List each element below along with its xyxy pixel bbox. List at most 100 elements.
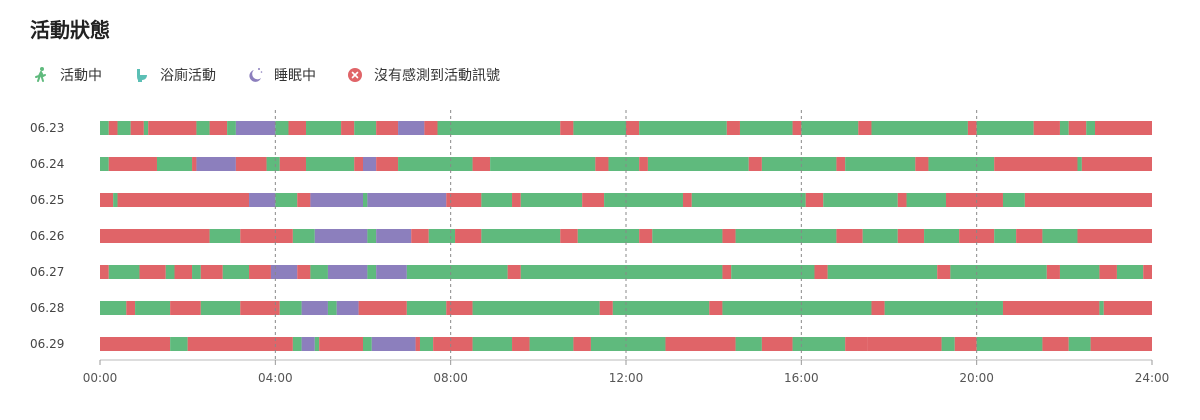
segment-sleep [367, 193, 447, 207]
segment-none [639, 157, 648, 171]
segment-none [249, 265, 271, 279]
segment-none [595, 157, 609, 171]
segment-none [341, 121, 355, 135]
legend-item-active[interactable]: 活動中 [30, 64, 102, 86]
segment-active [113, 193, 118, 207]
segment-active [143, 121, 149, 135]
segment-none [867, 337, 942, 351]
segment-none [1068, 121, 1087, 135]
segment-active [327, 301, 337, 315]
segment-none [507, 265, 521, 279]
segment-active [941, 337, 955, 351]
legend-item-sleep[interactable]: 睡眠中 [244, 64, 316, 86]
segment-active [994, 229, 1017, 243]
segment-active [275, 121, 289, 135]
segment-none [174, 265, 193, 279]
segment-none [354, 157, 363, 171]
segment-active [924, 229, 960, 243]
segment-none [722, 229, 736, 243]
segment-sleep [196, 157, 236, 171]
segment-active [1068, 337, 1091, 351]
segment-active [590, 337, 666, 351]
row-label: 06.29 [30, 337, 64, 351]
timeline-row [100, 121, 1152, 135]
segment-active [722, 301, 872, 315]
segment-active [117, 121, 131, 135]
segment-active [279, 301, 302, 315]
segment-active [481, 193, 513, 207]
segment-sleep [310, 193, 363, 207]
segment-none [240, 301, 280, 315]
segment-active [292, 229, 315, 243]
segment-none [945, 193, 1003, 207]
row-label: 06.24 [30, 157, 64, 171]
segment-none [1081, 157, 1152, 171]
segment-active [314, 337, 320, 351]
segment-none [512, 193, 521, 207]
segment-active [577, 229, 640, 243]
segment-active [406, 265, 508, 279]
segment-none [805, 193, 824, 207]
segment-active [156, 157, 193, 171]
segment-none [108, 157, 157, 171]
segment-none [1042, 337, 1069, 351]
row-label: 06.28 [30, 301, 64, 315]
segment-none [130, 121, 144, 135]
segment-active [419, 337, 434, 351]
segment-none [288, 121, 307, 135]
segment-active [192, 265, 201, 279]
segment-none [1103, 301, 1152, 315]
segment-active [100, 157, 109, 171]
segment-active [490, 157, 596, 171]
segment-none [424, 121, 438, 135]
segment-active [608, 157, 640, 171]
x-tick-label: 24:00 [1135, 371, 1170, 385]
segment-active [108, 265, 140, 279]
segment-none [682, 193, 692, 207]
segment-active [472, 337, 513, 351]
segment-active [275, 193, 298, 207]
timeline-row [100, 229, 1152, 243]
segment-active [639, 121, 727, 135]
segment-sleep [336, 301, 359, 315]
segment-none [240, 229, 293, 243]
segment-active [398, 157, 473, 171]
x-tick-label: 12:00 [609, 371, 644, 385]
x-tick-label: 08:00 [433, 371, 468, 385]
segment-none [709, 301, 723, 315]
segment-active [845, 157, 916, 171]
segment-none [126, 301, 136, 315]
segment-active [792, 337, 846, 351]
legend-item-none[interactable]: 沒有感測到活動訊號 [344, 64, 500, 86]
segment-active [884, 301, 1003, 315]
segment-active [862, 229, 898, 243]
segment-none [915, 157, 929, 171]
segment-none [1143, 265, 1152, 279]
segment-none [761, 337, 793, 351]
segment-none [722, 265, 732, 279]
segment-active [222, 265, 250, 279]
segment-none [726, 121, 740, 135]
segment-none [937, 265, 951, 279]
segment-active [761, 157, 837, 171]
segment-active [1086, 121, 1096, 135]
segment-active [823, 193, 898, 207]
segment-none [170, 301, 201, 315]
segment-active [135, 301, 171, 315]
segment-active [292, 337, 302, 351]
toilet-icon [130, 64, 152, 86]
timeline-row [100, 193, 1152, 207]
legend: 活動中 浴廁活動 睡眠中 沒有感測到活動訊號 [30, 64, 528, 86]
segment-none [560, 121, 574, 135]
segment-active [306, 121, 342, 135]
segment-active [367, 265, 377, 279]
segment-active [691, 193, 806, 207]
segment-none [1095, 121, 1152, 135]
legend-item-bath[interactable]: 浴廁活動 [130, 64, 216, 86]
segment-none [235, 157, 267, 171]
segment-none [411, 229, 429, 243]
walking-person-icon [30, 64, 52, 86]
segment-none [148, 121, 197, 135]
segment-none [209, 121, 228, 135]
segment-none [1016, 229, 1043, 243]
